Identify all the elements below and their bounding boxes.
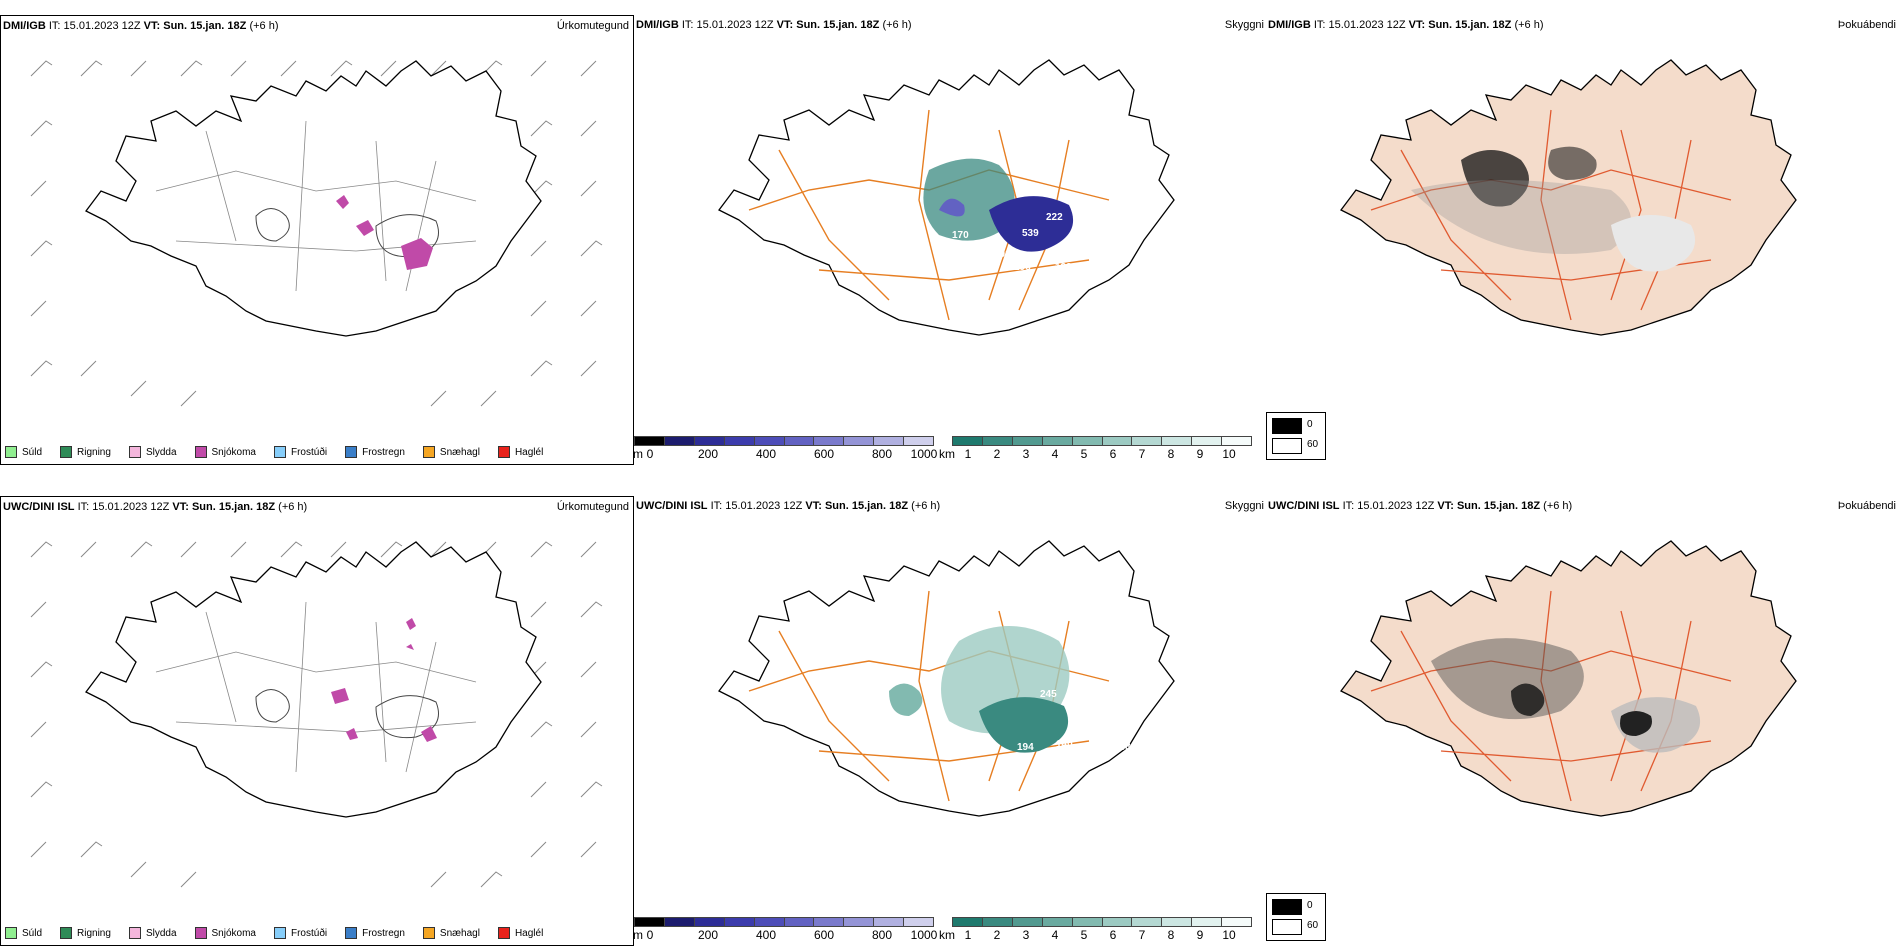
panel-header: DMI/IGB IT: 15.01.2023 12Z VT: Sun. 15.j… bbox=[1268, 19, 1544, 31]
precip-type-map bbox=[30, 60, 603, 407]
fog-map bbox=[1340, 59, 1797, 336]
precip-type-title: Úrkomutegund bbox=[556, 501, 629, 513]
legend-item-frostudi: Frostúði bbox=[273, 927, 327, 939]
fog-title: Þokuábendi bbox=[1837, 19, 1896, 31]
snow-depth-value: 238 bbox=[1114, 742, 1131, 753]
height-colorbar-ticks: m 0 200 400 600 800 1000 bbox=[633, 928, 938, 942]
visibility-colorbar bbox=[952, 436, 1253, 446]
legend-item-snaehagl: Snæhagl bbox=[422, 927, 480, 939]
snow-depth-value: 350 bbox=[1104, 724, 1121, 735]
legend-item-snaehagl: Snæhagl bbox=[422, 446, 480, 458]
visibility-map bbox=[718, 540, 1175, 817]
fog-key: 0 60 bbox=[1266, 412, 1326, 460]
panel-header: DMI/IGB IT: 15.01.2023 12Z VT: Sun. 15.j… bbox=[636, 19, 912, 31]
wind-barbs bbox=[30, 541, 603, 888]
fog-map bbox=[1340, 540, 1797, 817]
snow-depth-value: 245 bbox=[1040, 689, 1057, 700]
precip-type-panel-1: DMI/IGB IT: 15.01.2023 12Z VT: Sun. 15.j… bbox=[0, 15, 634, 465]
legend-item-slydda: Slydda bbox=[128, 927, 177, 939]
snow-depth-value: 140 bbox=[1056, 739, 1073, 750]
snow-area bbox=[336, 195, 433, 270]
precip-legend: Súld Rigning Slydda Snjókoma Frostúði Fr… bbox=[5, 446, 543, 458]
legend-item-snjokoma: Snjókoma bbox=[194, 446, 256, 458]
fog-title: Þokuábendi bbox=[1837, 500, 1896, 512]
snow-depth-value: 122 bbox=[1055, 262, 1072, 273]
precip-type-panel-2: UWC/DINI ISL IT: 15.01.2023 12Z VT: Sun.… bbox=[0, 496, 634, 946]
legend-item-haglel: Haglél bbox=[497, 927, 543, 939]
legend-item-frostudi: Frostúði bbox=[273, 446, 327, 458]
panel-header: UWC/DINI ISL IT: 15.01.2023 12Z VT: Sun.… bbox=[636, 500, 941, 512]
height-colorbar bbox=[634, 436, 935, 446]
precip-type-title: Úrkomutegund bbox=[556, 20, 629, 32]
panel-header: DMI/IGB IT: 15.01.2023 12Z VT: Sun. 15.j… bbox=[3, 20, 279, 32]
snow-depth-value: 222 bbox=[1046, 212, 1063, 223]
visibility-colorbar bbox=[952, 917, 1253, 927]
legend-item-frostregn: Frostregn bbox=[345, 446, 405, 458]
precip-type-map bbox=[30, 541, 603, 888]
visibility-title: Skyggni bbox=[1224, 19, 1264, 31]
snow-depth-value: 196 bbox=[1014, 262, 1031, 273]
visibility-colorbar-ticks: km 1 2 3 4 5 6 7 8 9 10 bbox=[939, 928, 1236, 942]
legend-item-rigning: Rigning bbox=[60, 446, 111, 458]
snow-depth-value: 142 bbox=[1106, 242, 1123, 253]
legend-item-sudl: Súld bbox=[5, 927, 42, 939]
snow-depth-value: 194 bbox=[1017, 742, 1034, 753]
snow-area bbox=[331, 618, 437, 742]
fog-panel-2: UWC/DINI ISL IT: 15.01.2023 12Z VT: Sun.… bbox=[1266, 496, 1900, 944]
panel-header: UWC/DINI ISL IT: 15.01.2023 12Z VT: Sun.… bbox=[3, 501, 308, 513]
visibility-title: Skyggni bbox=[1224, 500, 1264, 512]
height-colorbar-ticks: m 0 200 400 600 800 1000 bbox=[633, 447, 938, 461]
height-colorbar bbox=[634, 917, 935, 927]
visibility-map bbox=[718, 59, 1175, 336]
precip-legend: Súld Rigning Slydda Snjókoma Frostúði Fr… bbox=[5, 927, 543, 939]
visibility-panel-2: UWC/DINI ISL IT: 15.01.2023 12Z VT: Sun.… bbox=[633, 496, 1264, 944]
visibility-colorbar-ticks: km 1 2 3 4 5 6 7 8 9 10 bbox=[939, 447, 1236, 461]
snow-depth-value: 112 bbox=[1095, 262, 1112, 273]
legend-item-slydda: Slydda bbox=[128, 446, 177, 458]
legend-item-frostregn: Frostregn bbox=[345, 927, 405, 939]
legend-item-snjokoma: Snjókoma bbox=[194, 927, 256, 939]
legend-item-rigning: Rigning bbox=[60, 927, 111, 939]
fog-key: 0 60 bbox=[1266, 893, 1326, 941]
fog-panel-1: DMI/IGB IT: 15.01.2023 12Z VT: Sun. 15.j… bbox=[1266, 15, 1900, 463]
legend-item-haglel: Haglél bbox=[497, 446, 543, 458]
snow-depth-value: 201 bbox=[994, 249, 1011, 260]
panel-header: UWC/DINI ISL IT: 15.01.2023 12Z VT: Sun.… bbox=[1268, 500, 1573, 512]
legend-item-sudl: Súld bbox=[5, 446, 42, 458]
snow-depth-value: 105 bbox=[936, 724, 953, 735]
snow-depth-value: 539 bbox=[1022, 228, 1039, 239]
snow-depth-value: 311 bbox=[1061, 193, 1078, 204]
wind-barbs bbox=[30, 60, 603, 407]
snow-depth-value: 170 bbox=[952, 230, 969, 241]
visibility-panel-1: DMI/IGB IT: 15.01.2023 12Z VT: Sun. 15.j… bbox=[633, 15, 1264, 463]
